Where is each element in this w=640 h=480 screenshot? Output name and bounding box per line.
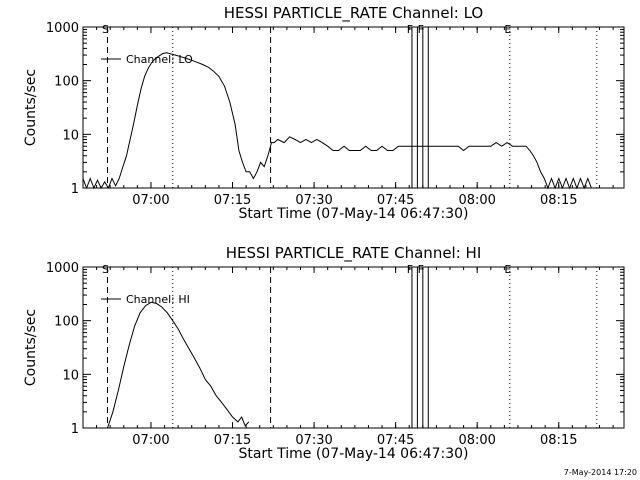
timestamp-label: 7-May-2014 17:20 — [564, 468, 637, 477]
x-tick-label: 07:45 — [377, 193, 414, 208]
y-axis-label: Counts/sec — [23, 309, 39, 386]
y-tick-label: 10 — [62, 368, 79, 383]
x-tick-label: 08:00 — [458, 193, 495, 208]
marker-label: S — [102, 23, 109, 36]
y-axis-label: Counts/sec — [23, 69, 39, 146]
marker-label: F — [407, 263, 413, 276]
y-tick-label: 100 — [54, 75, 79, 90]
chart-title: HESSI PARTICLE_RATE Channel: HI — [226, 244, 482, 263]
x-tick-label: 07:15 — [214, 193, 251, 208]
legend-label: Channel: LO — [126, 53, 193, 66]
y-tick-label: 1000 — [46, 261, 79, 276]
y-tick-label: 1 — [71, 422, 79, 437]
x-tick-label: 08:00 — [458, 433, 495, 448]
x-axis-label: Start Time (07-May-14 06:47:30) — [238, 206, 468, 222]
y-tick-label: 1 — [71, 182, 79, 197]
plot-frame — [82, 26, 625, 189]
marker-label: F — [418, 23, 424, 36]
x-tick-label: 08:15 — [540, 433, 577, 448]
y-tick-label: 1000 — [46, 21, 79, 36]
x-axis-label: Start Time (07-May-14 06:47:30) — [238, 446, 468, 462]
marker-label: S — [102, 263, 109, 276]
x-tick-label: 07:30 — [295, 193, 332, 208]
x-tick-label: 07:30 — [295, 433, 332, 448]
series-line — [82, 52, 592, 190]
x-tick-label: 07:15 — [214, 433, 251, 448]
x-tick-label: 08:15 — [540, 193, 577, 208]
x-tick-label: 07:45 — [377, 433, 414, 448]
series-line — [107, 301, 250, 429]
y-tick-label: 100 — [54, 315, 79, 330]
chart-title: HESSI PARTICLE_RATE Channel: LO — [224, 4, 483, 23]
x-tick-label: 07:00 — [132, 193, 169, 208]
marker-label: E — [504, 23, 511, 36]
y-tick-label: 10 — [62, 128, 79, 143]
x-tick-label: 07:00 — [132, 433, 169, 448]
marker-label: F — [418, 263, 424, 276]
legend-label: Channel: HI — [126, 293, 190, 306]
marker-label: F — [407, 23, 413, 36]
marker-label: E — [504, 263, 511, 276]
plot-frame — [82, 266, 625, 429]
